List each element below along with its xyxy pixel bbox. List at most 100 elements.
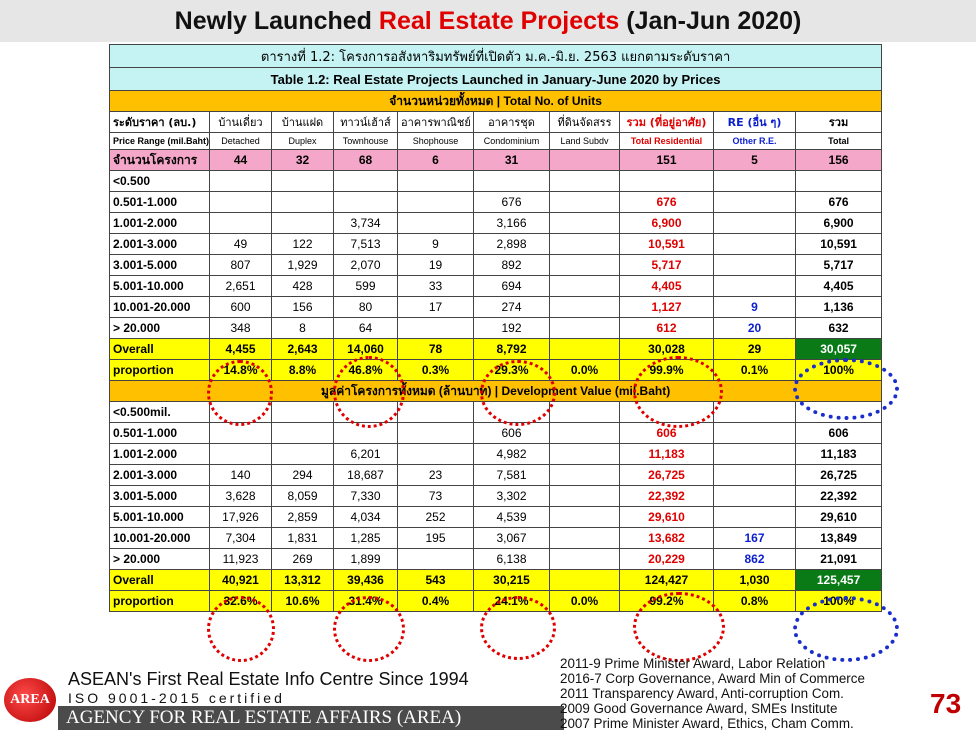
table-cell: 8	[271, 317, 334, 339]
table-cell	[473, 170, 550, 192]
table-cell: 7,513	[333, 233, 398, 255]
table-row: 3.001-5.000 3,628 8,059 7,330 73 3,302 22,392 2…	[109, 485, 883, 507]
table-cell: 99.9%	[619, 359, 714, 381]
table-cell	[549, 149, 620, 171]
table-cell: 17	[397, 296, 474, 318]
column-header: ทาวน์เฮ้าส์	[333, 111, 398, 133]
table-row: 1.001-2.000 3,734 3,166 6,900 6,900	[109, 212, 883, 234]
table-cell	[333, 191, 398, 213]
award-item: 2011-9 Prime Minister Award, Labor Relat…	[560, 656, 826, 671]
row-label: 5.001-10.000	[109, 506, 210, 528]
table-cell: 26,725	[794, 464, 883, 486]
table-cell: 1,929	[271, 254, 334, 276]
table-cell	[333, 422, 398, 444]
table-cell: 22,392	[619, 485, 714, 507]
table-cell: 612	[619, 317, 714, 339]
real-estate-table: ตารางที่ 1.2: โครงการอสังหาริมทรัพย์ที่เ…	[108, 44, 883, 612]
table-cell	[713, 443, 796, 465]
table-cell: 10.6%	[271, 590, 334, 612]
table-cell: 49	[209, 233, 272, 255]
table-cell	[549, 485, 620, 507]
table-cell: 39,436	[333, 569, 398, 591]
table-cell: 676	[794, 191, 883, 213]
page-title: Newly Launched Real Estate Projects (Jan…	[0, 0, 976, 42]
table-cell: 192	[473, 317, 550, 339]
table-cell: 13,312	[271, 569, 334, 591]
row-label: 0.501-1.000	[109, 422, 210, 444]
table-cell: 10,591	[619, 233, 714, 255]
table-cell: 1,030	[713, 569, 796, 591]
header-row-en: Price Range (mil.Baht) Detached Duplex Town…	[109, 132, 883, 150]
table-cell: 274	[473, 296, 550, 318]
table-row: 2.001-3.000 140 294 18,687 23 7,581 26,725 26,7…	[109, 464, 883, 486]
row-label: Overall	[109, 338, 210, 360]
table-cell: 13,849	[794, 527, 883, 549]
table-cell: 11,923	[209, 548, 272, 570]
table-cell	[333, 170, 398, 192]
row-label: 0.501-1.000	[109, 191, 210, 213]
title-highlight: Real Estate Projects	[378, 7, 620, 35]
table-cell	[549, 254, 620, 276]
table-cell: 2,898	[473, 233, 550, 255]
footer-iso: ISO 9001-2015 certified	[68, 690, 285, 706]
table-cell	[397, 191, 474, 213]
table-cell: 4,455	[209, 338, 272, 360]
table-caption-en: Table 1.2: Real Estate Projects Launched…	[108, 67, 883, 91]
table-row: > 20.000 348 8 64 192 612 20 632	[109, 317, 883, 339]
table-cell: 26,725	[619, 464, 714, 486]
table-cell	[271, 191, 334, 213]
table-cell: 3,067	[473, 527, 550, 549]
table-cell: 30,028	[619, 338, 714, 360]
table-cell	[549, 443, 620, 465]
table-cell: 6,138	[473, 548, 550, 570]
value-proportion-row: proportion 32.6% 10.6% 31.4% 0.4% 24.1% 0.0% 99…	[109, 590, 883, 612]
table-cell: 156	[794, 149, 883, 171]
table-cell: 44	[209, 149, 272, 171]
table-cell	[713, 485, 796, 507]
column-header: ระดับราคา (ลบ.)	[109, 111, 210, 133]
award-item: 2016-7 Corp Governance, Award Min of Com…	[560, 671, 865, 686]
table-cell: 676	[619, 191, 714, 213]
table-cell	[713, 191, 796, 213]
table-cell	[333, 401, 398, 423]
table-cell: 14.8%	[209, 359, 272, 381]
table-row: 10.001-20.000 7,304 1,831 1,285 195 3,067 13,6…	[109, 527, 883, 549]
row-label: 5.001-10.000	[109, 275, 210, 297]
table-cell: 606	[794, 422, 883, 444]
table-cell	[549, 317, 620, 339]
table-cell	[209, 443, 272, 465]
column-header-en: Shophouse	[397, 132, 474, 150]
table-cell: 11,183	[619, 443, 714, 465]
column-header-en: Duplex	[271, 132, 334, 150]
table-cell	[549, 401, 620, 423]
table-cell: 64	[333, 317, 398, 339]
table-cell: 30,215	[473, 569, 550, 591]
award-item: 2009 Good Governance Award, SMEs Institu…	[560, 701, 838, 716]
table-cell: 807	[209, 254, 272, 276]
row-label: 2.001-3.000	[109, 233, 210, 255]
table-cell	[397, 422, 474, 444]
table-row: 0.501-1.000 606 606 606	[109, 422, 883, 444]
title-part1: Newly Launched	[174, 7, 379, 35]
table-row: 5.001-10.000 17,926 2,859 4,034 252 4,539 29,6…	[109, 506, 883, 528]
table-cell: 3,302	[473, 485, 550, 507]
footer-tagline: ASEAN's First Real Estate Info Centre Si…	[68, 669, 469, 689]
row-label: 3.001-5.000	[109, 254, 210, 276]
units-overall-row: Overall 4,455 2,643 14,060 78 8,792 30,028 29 30…	[109, 338, 883, 360]
table-cell	[794, 401, 883, 423]
column-header-en: Total	[794, 132, 883, 150]
table-cell	[397, 317, 474, 339]
row-label: 10.001-20.000	[109, 296, 210, 318]
row-label: 1.001-2.000	[109, 212, 210, 234]
table-cell: 23	[397, 464, 474, 486]
table-cell	[473, 401, 550, 423]
table-cell	[209, 422, 272, 444]
table-cell: 8,792	[473, 338, 550, 360]
table-cell: 3,628	[209, 485, 272, 507]
section-value-row: มูลค่าโครงการทั้งหมด (ล้านบาท) | Develop…	[108, 380, 883, 402]
row-label: 10.001-20.000	[109, 527, 210, 549]
award-item: 2011 Transparency Award, Anti-corruption…	[560, 686, 844, 701]
table-cell: 4,405	[619, 275, 714, 297]
footer-agency: AGENCY FOR REAL ESTATE AFFAIRS (AREA)	[58, 706, 564, 730]
table-cell: 676	[473, 191, 550, 213]
